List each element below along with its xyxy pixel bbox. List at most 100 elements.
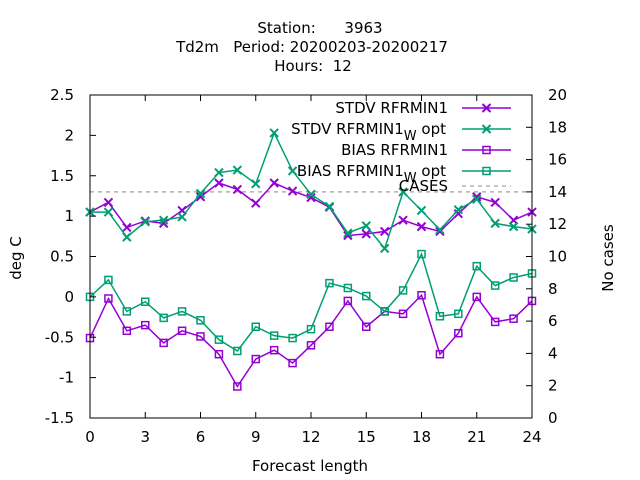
data-point-x-stroke xyxy=(472,192,482,202)
data-point-square xyxy=(196,332,205,341)
data-point-x xyxy=(508,221,519,232)
data-point-x xyxy=(177,212,187,222)
data-point-square xyxy=(435,349,445,359)
data-point-x-stroke xyxy=(416,205,427,216)
y-tick-label: 0 xyxy=(64,288,74,306)
legend-entry-cases: CASES xyxy=(399,177,511,195)
data-point-square xyxy=(196,316,205,325)
data-point-x xyxy=(306,189,316,200)
data-point-x-stroke xyxy=(490,197,500,208)
data-point-square xyxy=(104,294,113,303)
y2-axis-label: No cases xyxy=(599,224,617,292)
x-axis-ticks: 0 3 6 9 12 15 18 21 24 xyxy=(85,95,542,446)
data-point-square xyxy=(288,358,297,368)
data-point-square xyxy=(398,309,408,319)
data-point-x-stroke xyxy=(103,197,114,208)
data-point-x-stroke xyxy=(177,212,187,222)
series-line xyxy=(89,293,533,388)
data-point-x xyxy=(103,207,114,217)
data-point-x xyxy=(269,128,279,138)
data-point-x-stroke xyxy=(232,165,243,175)
data-point-square xyxy=(306,341,316,350)
data-point-x-stroke xyxy=(232,184,243,195)
chart-title-line-1: Station: 3963 xyxy=(257,19,382,37)
y2-tick-label: 8 xyxy=(548,280,558,298)
data-point-x-stroke xyxy=(481,124,492,134)
data-point-x-stroke xyxy=(398,187,408,197)
data-point-square xyxy=(343,283,353,293)
data-point-x xyxy=(306,192,316,203)
data-point-x-stroke xyxy=(490,218,500,229)
data-point-x-stroke xyxy=(379,243,390,254)
y2-tick-label: 16 xyxy=(548,151,567,169)
data-point-x-stroke xyxy=(214,167,224,178)
data-point-x-stroke xyxy=(122,222,132,233)
data-point-square xyxy=(417,249,426,259)
data-point-x-stroke xyxy=(435,225,445,235)
data-point-square xyxy=(435,312,445,321)
data-point-square xyxy=(417,291,426,300)
data-point-x xyxy=(122,222,132,233)
y-tick-label: -1 xyxy=(59,369,74,387)
data-point-x xyxy=(140,217,150,227)
data-point-x xyxy=(324,201,335,212)
data-point-x-stroke xyxy=(269,128,279,138)
data-point-square xyxy=(490,317,500,327)
data-point-x xyxy=(122,232,132,242)
data-point-x xyxy=(481,124,492,134)
data-point-x-stroke xyxy=(361,221,371,231)
legend-label: BIAS RFRMIN1W opt xyxy=(297,162,446,186)
data-point-x-stroke xyxy=(140,217,150,227)
data-point-x-stroke xyxy=(251,179,261,189)
data-point-x xyxy=(158,215,169,225)
x-tick-label: 21 xyxy=(467,428,486,446)
y-tick-label: 0.5 xyxy=(50,248,74,266)
data-point-x xyxy=(251,198,261,208)
data-point-x xyxy=(343,228,353,238)
data-point-x-stroke xyxy=(453,204,464,215)
data-point-x-stroke xyxy=(103,207,114,217)
data-point-x-stroke xyxy=(195,192,206,202)
data-point-square xyxy=(251,322,260,332)
data-point-square xyxy=(104,275,113,285)
data-point-x xyxy=(490,197,500,208)
data-point-square xyxy=(343,296,353,306)
data-point-x xyxy=(195,188,206,199)
y2-tick-label: 2 xyxy=(548,377,558,395)
legend-entry: BIAS RFRMIN1W opt xyxy=(297,162,511,186)
data-point-x xyxy=(287,186,298,196)
chart-title-line-3: Hours: 12 xyxy=(274,57,352,75)
data-point-x xyxy=(416,221,427,232)
data-point-square xyxy=(490,281,500,290)
data-point-square xyxy=(233,382,242,391)
data-point-x xyxy=(453,204,464,215)
x-tick-label: 15 xyxy=(357,428,376,446)
data-point-square xyxy=(306,324,316,334)
data-point-x-stroke xyxy=(508,221,519,232)
data-point-x xyxy=(214,178,224,188)
data-point-square xyxy=(122,307,132,316)
data-point-square xyxy=(269,331,279,340)
legend-entry: BIAS RFRMIN1 xyxy=(341,141,511,159)
data-point-x-stroke xyxy=(287,166,298,176)
series-2 xyxy=(85,128,537,254)
data-point-square xyxy=(214,349,224,359)
data-point-square xyxy=(325,322,334,332)
data-point-x-stroke xyxy=(122,232,132,242)
x-tick-label: 12 xyxy=(301,428,320,446)
data-point-square xyxy=(380,307,389,316)
data-point-square xyxy=(269,345,279,355)
data-point-x-stroke xyxy=(214,178,224,188)
data-point-x-stroke xyxy=(269,178,279,188)
data-point-x-stroke xyxy=(158,218,169,229)
y-tick-label: -0.5 xyxy=(45,328,74,346)
data-point-x xyxy=(379,226,390,237)
data-point-x-stroke xyxy=(481,103,492,113)
series-layer xyxy=(85,128,537,391)
y2-tick-label: 0 xyxy=(548,409,558,427)
y-tick-label: 2 xyxy=(64,126,74,144)
x-tick-label: 9 xyxy=(251,428,261,446)
data-point-x-stroke xyxy=(158,215,169,225)
